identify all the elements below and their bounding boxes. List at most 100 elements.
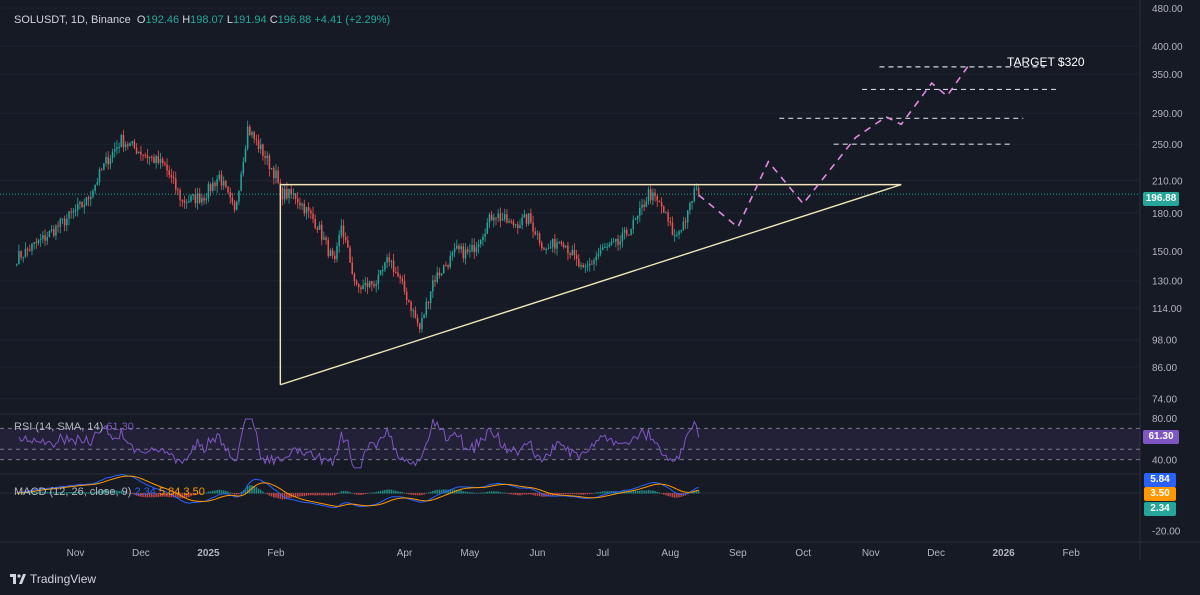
candle — [469, 250, 471, 252]
macd-histogram-bar — [421, 493, 423, 496]
candle — [257, 139, 260, 150]
time-tick-label: 2025 — [197, 548, 220, 559]
candle — [46, 237, 48, 241]
macd-histogram-bar — [588, 493, 591, 495]
macd-histogram-bar — [275, 493, 277, 498]
candle — [336, 246, 338, 260]
tradingview-logo[interactable]: TradingView — [10, 572, 96, 586]
candle — [288, 188, 290, 199]
candle — [554, 238, 556, 249]
candle — [597, 253, 600, 257]
macd-histogram-bar — [35, 491, 38, 494]
candle — [273, 168, 275, 179]
macd-histogram-bar — [196, 493, 199, 495]
macd-histogram-bar — [525, 493, 528, 495]
macd-histogram-bar — [66, 492, 68, 494]
candle — [556, 242, 558, 249]
candle — [658, 200, 661, 203]
macd-histogram-bar — [693, 490, 696, 494]
macd-histogram-bar — [107, 490, 109, 494]
time-tick-label: Nov — [67, 548, 85, 559]
macd-histogram-bar — [632, 491, 635, 494]
candle — [647, 189, 650, 202]
macd-histogram-bar — [667, 493, 669, 496]
candle — [66, 218, 68, 226]
price-tick-label: 74.00 — [1152, 394, 1177, 405]
candle — [691, 200, 693, 204]
time-tick-label: Oct — [795, 548, 811, 559]
candle — [190, 195, 192, 202]
candle — [364, 282, 367, 285]
candle — [212, 182, 214, 191]
macd-histogram-bar — [556, 493, 558, 495]
candle — [153, 156, 155, 164]
macd-histogram-bar — [532, 493, 534, 496]
candle — [205, 198, 208, 201]
candle — [521, 217, 523, 226]
candle — [584, 266, 587, 268]
candle — [118, 147, 120, 149]
candle — [427, 301, 430, 303]
candle — [545, 249, 547, 251]
macd-histogram-bar — [331, 493, 334, 496]
candle — [87, 197, 90, 200]
macd-histogram-bar — [96, 491, 99, 494]
macd-histogram-bar — [593, 492, 595, 494]
candle — [249, 126, 251, 136]
candle — [20, 251, 22, 258]
candle — [442, 265, 445, 274]
macd-histogram-bar — [338, 492, 340, 494]
candle — [610, 241, 613, 245]
macd-histogram-bar — [203, 493, 205, 494]
candle — [497, 213, 499, 219]
macd-histogram-bar — [70, 491, 72, 494]
candle — [676, 234, 678, 236]
candle — [44, 235, 46, 241]
macd-histogram-bar — [469, 492, 471, 494]
candle — [458, 245, 460, 250]
candle — [663, 206, 665, 213]
candle — [482, 236, 484, 241]
candle — [512, 221, 515, 226]
macd-histogram-bar — [347, 491, 349, 494]
time-tick-label: Apr — [397, 548, 413, 559]
macd-histogram-bar — [490, 491, 493, 494]
candle — [52, 229, 55, 236]
macd-histogram-bar — [31, 491, 33, 494]
macd-histogram-bar — [76, 491, 79, 494]
candle — [599, 250, 602, 254]
candle — [462, 246, 465, 259]
macd-histogram-bar — [512, 493, 515, 495]
macd-histogram-bar — [116, 490, 118, 494]
candle — [18, 251, 20, 265]
candle — [133, 141, 136, 148]
macd-histogram-bar — [477, 492, 480, 494]
macd-histogram-bar — [440, 489, 443, 494]
candle — [547, 248, 550, 250]
macd-histogram-bar — [384, 490, 386, 494]
candle — [327, 240, 330, 256]
macd-histogram-bar — [508, 493, 510, 495]
candle — [532, 222, 534, 232]
candle — [172, 177, 175, 179]
candle — [375, 283, 377, 287]
macd-histogram-bar — [462, 491, 465, 494]
candle — [549, 247, 552, 249]
macd-histogram-bar — [220, 490, 223, 494]
candle — [281, 187, 284, 200]
candle — [301, 203, 303, 206]
price-tick-label: 210.00 — [1152, 177, 1183, 188]
candle — [76, 204, 79, 211]
macd-histogram-bar — [229, 492, 231, 494]
macd-histogram-bar — [52, 492, 55, 494]
candle — [31, 243, 33, 251]
candle — [671, 222, 674, 236]
macd-histogram-bar — [414, 493, 417, 496]
candle — [377, 274, 380, 284]
open-value: 192.46 — [145, 14, 180, 26]
macd-histogram-bar — [124, 492, 127, 494]
macd-histogram-bar — [157, 493, 160, 498]
candle — [636, 215, 639, 219]
time-tick-label: Jun — [529, 548, 545, 559]
